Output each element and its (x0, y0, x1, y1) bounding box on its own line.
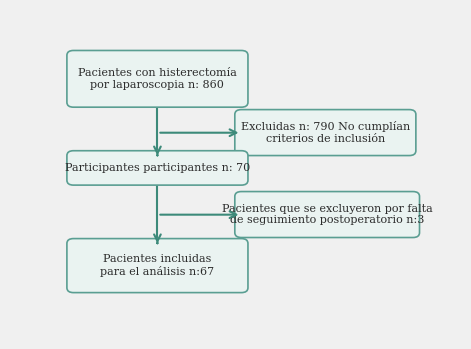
Text: Participantes participantes n: 70: Participantes participantes n: 70 (65, 163, 250, 173)
Text: Pacientes con histerectomía
por laparoscopia n: 860: Pacientes con histerectomía por laparosc… (78, 68, 237, 90)
Text: Pacientes incluidas
para el análisis n:67: Pacientes incluidas para el análisis n:6… (100, 254, 214, 277)
Text: Excluidas n: 790 No cumplían
criterios de inclusión: Excluidas n: 790 No cumplían criterios d… (241, 121, 410, 144)
FancyBboxPatch shape (67, 239, 248, 292)
FancyBboxPatch shape (67, 151, 248, 185)
FancyBboxPatch shape (67, 51, 248, 107)
FancyBboxPatch shape (235, 192, 420, 238)
FancyBboxPatch shape (235, 110, 416, 156)
Text: Pacientes que se excluyeron por falta
de seguimiento postoperatorio n:3: Pacientes que se excluyeron por falta de… (222, 204, 432, 225)
